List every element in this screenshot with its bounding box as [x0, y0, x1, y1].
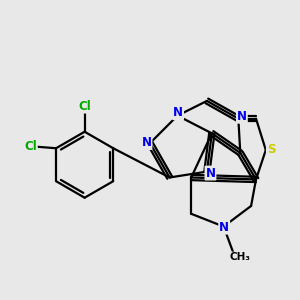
Text: Cl: Cl — [24, 140, 37, 153]
Text: S: S — [267, 143, 275, 157]
Text: N: N — [219, 220, 229, 234]
Text: Cl: Cl — [78, 100, 91, 112]
Text: N: N — [173, 106, 183, 119]
Text: N: N — [237, 110, 247, 123]
Text: N: N — [206, 167, 215, 180]
Text: CH₃: CH₃ — [230, 253, 250, 262]
Text: N: N — [142, 136, 152, 149]
